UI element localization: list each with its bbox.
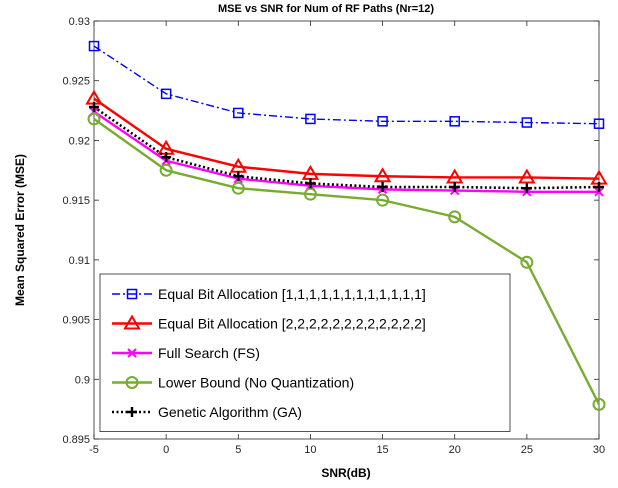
data-point bbox=[305, 178, 316, 189]
y-tick-label: 0.91 bbox=[69, 255, 90, 267]
data-point bbox=[448, 210, 462, 224]
data-point bbox=[233, 107, 244, 119]
data-point bbox=[592, 397, 606, 411]
data-point bbox=[160, 88, 172, 100]
series-0 bbox=[88, 40, 605, 129]
data-point bbox=[594, 182, 604, 193]
y-tick-label: 0.925 bbox=[62, 76, 90, 88]
legend-marker bbox=[126, 288, 138, 300]
y-axis-label: Mean Squared Error (MSE) bbox=[13, 154, 27, 306]
data-point bbox=[377, 182, 388, 193]
data-point bbox=[231, 181, 245, 195]
data-point bbox=[520, 255, 534, 269]
data-point bbox=[376, 193, 390, 207]
series-4 bbox=[89, 101, 604, 194]
data-point bbox=[305, 113, 316, 125]
data-point bbox=[159, 163, 173, 177]
data-point bbox=[449, 182, 460, 193]
y-tick-label: 0.92 bbox=[69, 135, 90, 147]
data-point bbox=[593, 118, 605, 129]
data-point bbox=[521, 183, 532, 194]
legend-marker bbox=[123, 314, 141, 330]
y-tick-label: 0.915 bbox=[62, 195, 90, 207]
data-point bbox=[233, 171, 244, 182]
legend-label: Equal Bit Allocation [1,1,1,1,1,1,1,1,1,… bbox=[158, 286, 426, 302]
data-point bbox=[449, 116, 460, 127]
legend-label: Full Search (FS) bbox=[158, 345, 260, 361]
series-line bbox=[93, 105, 600, 190]
data-point bbox=[377, 116, 388, 127]
legend-label: Genetic Algorithm (GA) bbox=[158, 404, 302, 420]
legend-entry: Full Search (FS) bbox=[112, 345, 260, 361]
y-tick-label: 0.895 bbox=[62, 434, 90, 446]
legend-label: Lower Bound (No Quantization) bbox=[158, 375, 354, 391]
y-tick-label: 0.93 bbox=[69, 16, 90, 28]
legend-box bbox=[99, 273, 511, 432]
data-point bbox=[373, 167, 392, 183]
series-line bbox=[93, 117, 601, 405]
x-axis-label: SNR(dB) bbox=[321, 466, 370, 480]
x-tick-label: 20 bbox=[449, 444, 461, 456]
legend-entry: Lower Bound (No Quantization) bbox=[112, 375, 354, 391]
legend-entry: Equal Bit Allocation [1,1,1,1,1,1,1,1,1,… bbox=[112, 286, 426, 302]
legend-marker bbox=[127, 407, 137, 417]
x-tick-label: 25 bbox=[521, 444, 533, 456]
x-tick-label: 0 bbox=[163, 444, 169, 456]
x-tick-label: 10 bbox=[304, 444, 316, 456]
series-3 bbox=[87, 112, 606, 411]
data-point bbox=[518, 168, 536, 184]
series-line bbox=[93, 45, 600, 125]
legend-entry: Genetic Algorithm (GA) bbox=[112, 404, 302, 420]
series-layer bbox=[85, 40, 608, 411]
x-tick-label: -5 bbox=[89, 444, 99, 456]
data-point bbox=[303, 187, 317, 201]
legend-marker bbox=[127, 348, 137, 358]
data-point bbox=[161, 152, 172, 163]
chart-title: MSE vs SNR for Num of RF Paths (Nr=12) bbox=[218, 3, 434, 15]
legend: Equal Bit Allocation [1,1,1,1,1,1,1,1,1,… bbox=[99, 273, 511, 432]
data-point bbox=[87, 112, 101, 126]
legend-marker bbox=[125, 376, 139, 389]
data-point bbox=[88, 40, 100, 52]
legend-entry: Equal Bit Allocation [2,2,2,2,2,2,2,2,2,… bbox=[112, 314, 426, 332]
x-tick-label: 5 bbox=[235, 444, 241, 456]
series-line bbox=[93, 97, 600, 180]
x-tick-label: 30 bbox=[593, 444, 605, 456]
y-tick-label: 0.9 bbox=[75, 374, 90, 386]
series-line bbox=[93, 110, 599, 193]
axis-ticks: -5 0 5 10 15 20 25 30 0.895 0.9 0.905 0.91 0.915 0.92… bbox=[62, 16, 605, 456]
data-point bbox=[521, 117, 533, 128]
y-tick-label: 0.905 bbox=[62, 315, 90, 327]
x-tick-label: 15 bbox=[376, 444, 388, 456]
legend-label: Equal Bit Allocation [2,2,2,2,2,2,2,2,2,… bbox=[158, 316, 426, 332]
data-point bbox=[89, 101, 99, 112]
